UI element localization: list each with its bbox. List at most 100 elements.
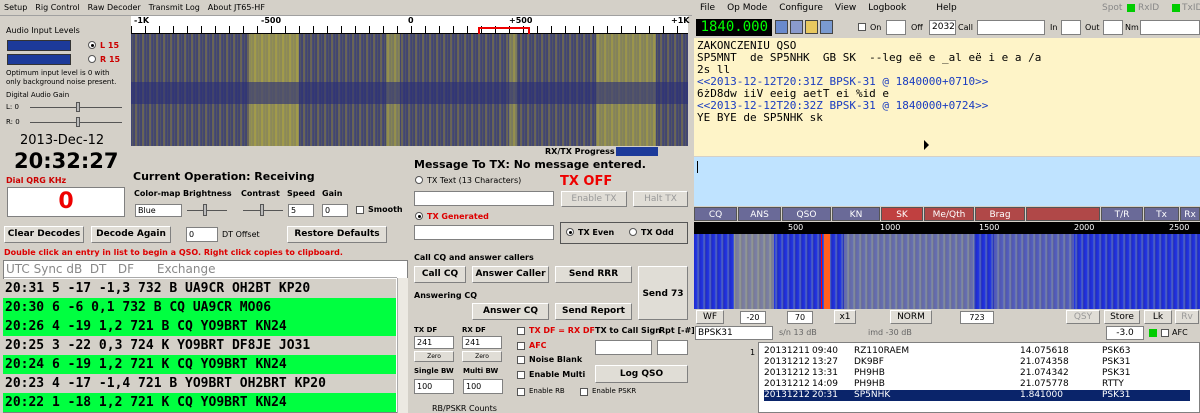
rx-df-zero-button[interactable]: Zero — [462, 351, 502, 362]
tx-call-sign-input[interactable] — [595, 340, 652, 355]
off-input[interactable]: 2032 — [929, 20, 956, 35]
txid-toggle[interactable]: TxID — [1182, 3, 1200, 13]
macro-button[interactable]: SK — [881, 207, 923, 221]
enable-tx-button[interactable]: Enable TX — [561, 191, 627, 207]
right-channel-radio[interactable] — [88, 55, 96, 63]
jt65-waterfall[interactable] — [131, 34, 688, 146]
rx-text-panel[interactable]: ZAKONCZENIU QSO SP5MNT de SP5NHK GB SK --… — [694, 38, 1200, 156]
smooth-checkbox[interactable] — [356, 206, 364, 214]
left-channel-radio[interactable] — [88, 41, 96, 49]
logbook-row[interactable]: 20131212 13:27 DK9BF 21.074358 PSK31 — [764, 357, 1190, 368]
macro-button[interactable] — [1026, 207, 1100, 221]
wf-mode-button[interactable]: WF — [696, 310, 724, 324]
call-input[interactable] — [977, 20, 1045, 35]
afc-checkbox[interactable] — [517, 342, 525, 350]
decode-row[interactable]: 20:23 4 -17 -1,4 721 B YO9BRT OH2BRT KP2… — [3, 374, 396, 393]
decode-row[interactable]: 20:30 6 -6 0,1 732 B CQ UA9CR MO06 — [3, 298, 396, 317]
tx-even-radio[interactable] — [566, 228, 574, 236]
frequency-display[interactable]: 1840.000 — [696, 19, 772, 36]
rxid-toggle[interactable]: RxID — [1138, 3, 1160, 13]
call-cq-button[interactable]: Call CQ — [414, 266, 466, 283]
enable-rb-checkbox[interactable] — [517, 388, 525, 396]
halt-tx-button[interactable]: Halt TX — [633, 191, 688, 207]
colormap-select[interactable]: Blue — [135, 204, 182, 217]
wf-carrier-freq[interactable]: 723 — [960, 311, 994, 324]
send-report-button[interactable]: Send Report — [555, 303, 632, 320]
tx-text-radio[interactable] — [415, 176, 423, 184]
logbook-row[interactable]: 20131211 09:40 RZ110RAEM 14.075618 PSK63 — [764, 346, 1190, 357]
decode-again-button[interactable]: Decode Again — [91, 226, 171, 243]
log-qso-button[interactable]: Log QSO — [595, 365, 688, 383]
menu-about[interactable]: About JT65-HF — [207, 3, 265, 12]
out-input[interactable] — [1103, 20, 1123, 35]
send-73-button[interactable]: Send 73 — [638, 266, 688, 320]
on-input[interactable] — [886, 20, 906, 35]
macro-button[interactable]: Me/Qth — [924, 207, 974, 221]
restore-defaults-button[interactable]: Restore Defaults — [287, 226, 387, 243]
menu-logbook[interactable]: Logbook — [868, 3, 907, 13]
qsy-button[interactable]: QSY — [1066, 310, 1100, 324]
macro-button[interactable]: KN — [832, 207, 880, 221]
fldigi-afc-checkbox[interactable] — [1161, 329, 1169, 337]
decode-row[interactable]: 20:24 6 -19 1,2 721 K CQ YO9BRT KN24 — [3, 355, 396, 374]
noise-blank-checkbox[interactable] — [517, 356, 525, 364]
logbook-row[interactable]: 20131212 14:09 PH9HB 21.075778 RTTY — [764, 379, 1190, 390]
rpt-input[interactable] — [657, 340, 688, 355]
macro-button[interactable]: Brag — [975, 207, 1025, 221]
menu-raw-decoder[interactable]: Raw Decoder — [87, 3, 141, 12]
macro-button[interactable]: Tx — [1144, 207, 1179, 221]
wf-zoom-button[interactable]: x1 — [834, 310, 856, 324]
menu-help[interactable]: Help — [936, 3, 957, 13]
tx-odd-radio[interactable] — [629, 228, 637, 236]
tx-text-input[interactable] — [414, 191, 554, 206]
enable-pskr-checkbox[interactable] — [580, 388, 588, 396]
gain-l-thumb[interactable] — [76, 102, 80, 112]
tx-generated-radio[interactable] — [415, 212, 423, 220]
fldigi-waterfall[interactable] — [694, 234, 1200, 309]
menu-rig-control[interactable]: Rig Control — [35, 3, 80, 12]
on-checkbox[interactable] — [858, 23, 866, 31]
decode-row[interactable]: 20:26 4 -19 1,2 721 B CQ YO9BRT KN24 — [3, 317, 396, 336]
tx-text-panel[interactable] — [694, 157, 1200, 206]
menu-op-mode[interactable]: Op Mode — [727, 3, 768, 13]
brightness-slider[interactable] — [187, 210, 227, 211]
menu-file[interactable]: File — [700, 3, 716, 13]
dt-offset-spinner[interactable]: 0 — [186, 227, 218, 242]
menu-view[interactable]: View — [834, 3, 857, 13]
logbook-row[interactable]: 20131212 20:31 SP5NHK 1.841000 PSK31 — [764, 390, 1190, 401]
enable-multi-checkbox[interactable] — [517, 371, 525, 379]
freq-list-icon[interactable] — [775, 20, 788, 34]
qrg-field[interactable]: 0 — [7, 187, 125, 217]
nm-input[interactable] — [1140, 20, 1200, 35]
pen-icon[interactable] — [805, 20, 818, 34]
wf-range[interactable]: 70 — [787, 311, 813, 324]
globe-icon[interactable] — [790, 20, 803, 34]
tx-generated-input[interactable] — [414, 225, 554, 240]
menu-setup[interactable]: Setup — [4, 3, 28, 12]
wf-speed-button[interactable]: NORM — [890, 310, 932, 324]
decode-row[interactable]: 20:31 5 -17 -1,3 732 B UA9CR OH2BT KP20 — [3, 279, 396, 298]
reverse-button[interactable]: Rv — [1175, 310, 1199, 324]
macro-button[interactable]: T/R — [1101, 207, 1143, 221]
menu-configure[interactable]: Configure — [779, 3, 823, 13]
wf-ref-level[interactable]: -20 — [740, 311, 766, 324]
menu-transmit-log[interactable]: Transmit Log — [148, 3, 200, 12]
logbook-row[interactable]: 20131212 13:31 PH9HB 21.074342 PSK31 — [764, 368, 1190, 379]
decode-list-scrollbar[interactable] — [397, 278, 408, 413]
tx-df-spinner[interactable]: 241 — [414, 336, 454, 349]
mode-status[interactable]: BPSK31 — [695, 326, 773, 340]
tx-df-zero-button[interactable]: Zero — [414, 351, 454, 362]
multi-bw-spinner[interactable]: 100 — [463, 379, 503, 394]
answer-cq-button[interactable]: Answer CQ — [472, 303, 549, 320]
txdf-eq-rxdf-checkbox[interactable] — [517, 327, 525, 335]
macro-button[interactable]: QSO — [782, 207, 831, 221]
lock-button[interactable]: Lk — [1144, 310, 1172, 324]
answer-caller-button[interactable]: Answer Caller — [472, 266, 549, 283]
decode-row[interactable]: 20:22 1 -18 1,2 721 K CQ YO9BRT KN24 — [3, 393, 396, 412]
macro-button[interactable]: ANS — [738, 207, 781, 221]
single-bw-spinner[interactable]: 100 — [414, 379, 454, 394]
gain-spinner[interactable]: 0 — [322, 204, 348, 217]
decode-row[interactable]: 20:25 3 -22 0,3 724 K YO9BRT DF8JE JO31 — [3, 336, 396, 355]
macro-button[interactable]: Rx — [1180, 207, 1200, 221]
send-rrr-button[interactable]: Send RRR — [555, 266, 632, 283]
